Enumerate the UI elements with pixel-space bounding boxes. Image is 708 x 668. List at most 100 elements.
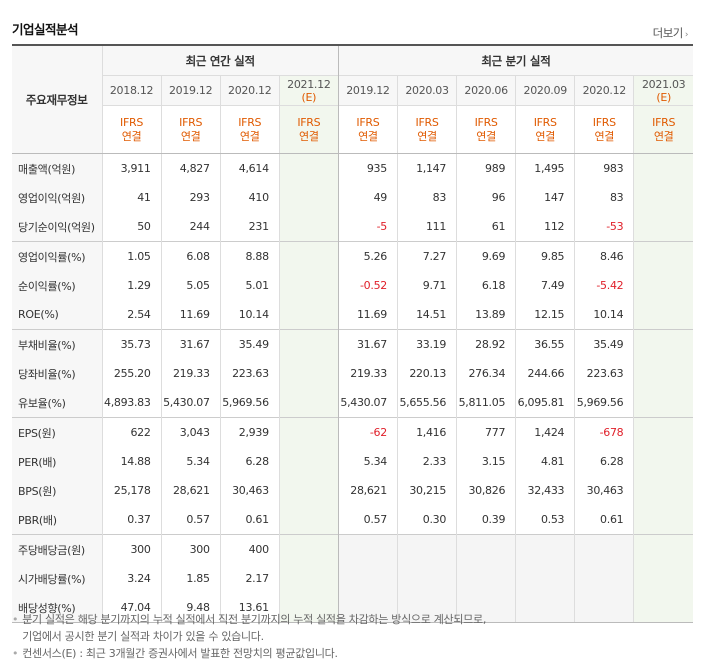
row-label: 유보율(%) [12,388,102,418]
table-cell: -5 [337,212,398,242]
table-cell: 1,424 [515,417,575,447]
table-cell [515,593,575,623]
row-label: 부채비율(%) [12,329,102,359]
table-row: 시가배당률(%) 3.24 1.85 2.17 [12,564,693,593]
footnote-1: • 분기 실적은 해당 분기까지의 누적 실적에서 직전 분기까지의 누적 실적을… [12,613,487,626]
table-cell: 5.34 [337,447,398,476]
table-cell [278,300,339,330]
table-cell [278,476,339,505]
table-cell: 5,430.07 [160,388,221,418]
table-cell: 1,147 [396,153,457,183]
quarter-group-header: 최근 분기 실적 [337,44,693,76]
table-cell [278,505,339,535]
row-label: 순이익률(%) [12,271,102,300]
accounting-standard: IFRS 연결 [101,105,162,154]
accounting-standard: IFRS 연결 [456,105,516,154]
more-link[interactable]: 더보기 › [653,25,689,41]
table-cell: 3.15 [456,447,516,476]
table-cell: 223.63 [219,359,280,388]
period-header: 2020.12 [574,75,634,106]
table-cell: 28,621 [337,476,398,505]
table-cell: 12.15 [515,300,575,330]
table-cell: 9.85 [515,241,575,271]
financial-summary-table: 주요재무정보 최근 연간 실적 최근 분기 실적 2018.12 2019.12 2… [12,44,693,623]
table-cell [633,300,693,330]
table-cell: 0.30 [396,505,457,535]
table-cell: 47.04 [101,593,162,623]
table-cell: 28.92 [456,329,516,359]
table-cell [633,593,693,623]
table-cell: 25,178 [101,476,162,505]
accounting-standard: IFRS 연결 [219,105,280,154]
table-cell: 0.57 [337,505,398,535]
table-row: ROE(%) 2.54 11.69 10.14 11.69 14.51 13.89 12.15… [12,300,693,330]
table-row: 순이익률(%) 1.29 5.05 5.01 -0.52 9.71 6.18 7.49 -5.4… [12,271,693,300]
table-cell [633,447,693,476]
table-cell [633,388,693,418]
table-cell: 6,095.81 [515,388,575,418]
table-cell: 219.33 [160,359,221,388]
row-label: ROE(%) [12,300,102,330]
table-row: PER(배) 14.88 5.34 6.28 5.34 2.33 3.15 4.81 6.28 [12,447,693,476]
accounting-standard: IFRS 연결 [278,105,339,154]
table-cell: 1,416 [396,417,457,447]
period-header: 2020.03 [396,75,457,106]
table-cell: 983 [574,153,634,183]
table-cell: 83 [396,183,457,212]
row-label: 시가배당률(%) [12,564,102,593]
accounting-standard: IFRS 연결 [574,105,634,154]
table-cell: 31.67 [160,329,221,359]
table-cell: 1.05 [101,241,162,271]
table-cell: 622 [101,417,162,447]
estimate-tag: (E) [656,90,671,104]
table-cell [633,534,693,564]
table-cell: -0.52 [337,271,398,300]
row-label: 영업이익률(%) [12,241,102,271]
table-cell [396,534,457,564]
table-cell: 5,655.56 [396,388,457,418]
table-cell: 1.29 [101,271,162,300]
table-cell: 4.81 [515,447,575,476]
table-cell: 10.14 [574,300,634,330]
table-cell: 7.49 [515,271,575,300]
table-cell: 5,969.56 [574,388,634,418]
table-cell: 0.61 [574,505,634,535]
accounting-standard: IFRS 연결 [337,105,398,154]
table-cell: 5,969.56 [219,388,280,418]
table-cell: 777 [456,417,516,447]
table-cell [278,534,339,564]
table-cell [278,329,339,359]
table-cell: 4,614 [219,153,280,183]
table-cell [633,564,693,593]
table-cell: 28,621 [160,476,221,505]
table-cell [633,359,693,388]
footnotes: • 분기 실적은 해당 분기까지의 누적 실적에서 직전 분기까지의 누적 실적을… [12,611,486,662]
table-row: 매출액(억원) 3,911 4,827 4,614 935 1,147 989 1,495 98… [12,153,693,183]
table-cell: -53 [574,212,634,242]
row-label: EPS(원) [12,417,102,447]
table-cell: -678 [574,417,634,447]
table-cell: 5.05 [160,271,221,300]
period-header: 2020.06 [456,75,516,106]
period-header-row: 2018.12 2019.12 2020.12 2021.12 (E) 2019.12 2… [12,75,693,106]
table-cell: 11.69 [160,300,221,330]
period-header: 2020.12 [219,75,280,106]
accounting-standard: IFRS 연결 [515,105,575,154]
table-cell: 13.89 [456,300,516,330]
table-cell [396,564,457,593]
table-cell: 13.61 [219,593,280,623]
table-cell [278,447,339,476]
table-cell: 31.67 [337,329,398,359]
table-cell: 2.33 [396,447,457,476]
table-cell: 8.46 [574,241,634,271]
table-cell [278,241,339,271]
table-cell: -5.42 [574,271,634,300]
table-cell: 400 [219,534,280,564]
estimate-tag: (E) [301,90,317,104]
table-cell: 0.37 [101,505,162,535]
table-cell: 14.51 [396,300,457,330]
table-cell: 41 [101,183,162,212]
table-cell [633,241,693,271]
row-label: 주당배당금(원) [12,534,102,564]
table-cell: 33.19 [396,329,457,359]
